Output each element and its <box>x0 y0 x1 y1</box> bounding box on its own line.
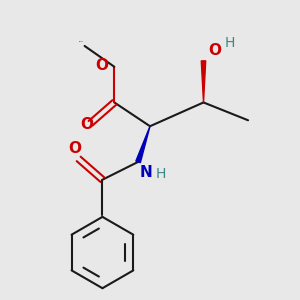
Text: O: O <box>80 117 94 132</box>
Text: O: O <box>208 43 221 58</box>
Text: methyl: methyl <box>79 40 84 41</box>
Text: H: H <box>155 167 166 181</box>
Text: O: O <box>69 141 82 156</box>
Text: N: N <box>140 165 152 180</box>
Polygon shape <box>136 126 150 163</box>
Polygon shape <box>201 61 206 102</box>
Text: O: O <box>95 58 108 73</box>
Text: H: H <box>225 36 235 50</box>
